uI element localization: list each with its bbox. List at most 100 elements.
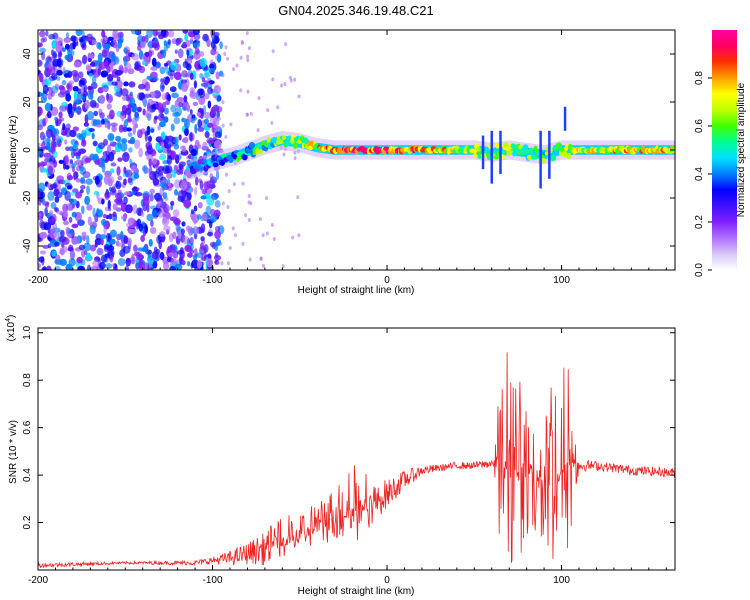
noise-blob: [42, 265, 47, 270]
noise-blob: [71, 163, 76, 169]
noise-blob: [101, 198, 105, 205]
noise-blob: [148, 263, 153, 268]
noise-blob: [189, 109, 193, 115]
noise-blob: [189, 131, 193, 142]
ridge-blob: [212, 162, 219, 168]
noise-blob: [109, 255, 114, 263]
noise-blob: [107, 133, 115, 141]
spectrogram-y-ticks: -40 -20 0 20 40: [22, 48, 675, 253]
noise-blob: [51, 250, 57, 257]
noise-blob: [177, 48, 184, 59]
snr-x-label: Height of straight line (km): [298, 586, 415, 597]
noise-blob: [216, 125, 220, 130]
noise-blob: [43, 152, 52, 158]
noise-blob: [201, 76, 206, 83]
noise-blob: [47, 147, 52, 152]
snr-background: [38, 328, 675, 570]
noise-blob: [123, 191, 131, 196]
noise-blob: [186, 191, 192, 202]
noise-blob: [45, 30, 49, 37]
colorbar-tick-label: 0.2: [694, 215, 705, 229]
noise-blob: [157, 124, 161, 131]
noise-blob: [221, 201, 225, 206]
noise-blob: [109, 229, 117, 238]
noise-blob: [94, 175, 100, 185]
noise-blob: [107, 199, 111, 209]
noise-blob: [208, 63, 215, 70]
noise-blob: [221, 100, 225, 105]
noise-blob: [172, 111, 180, 118]
noise-blob: [140, 128, 146, 135]
noise-blob: [163, 204, 170, 214]
noise-blob: [72, 40, 76, 50]
figure-title: GN04.2025.346.19.48.C21: [278, 3, 433, 18]
noise-blob: [98, 94, 106, 104]
ridge-blob: [190, 168, 197, 175]
noise-blob: [146, 145, 153, 155]
noise-blob: [49, 183, 58, 189]
noise-blob: [201, 252, 208, 261]
noise-blob: [102, 151, 107, 160]
noise-blob: [224, 134, 228, 139]
noise-blob: [214, 225, 221, 232]
y-tick-label: 1.0: [22, 325, 33, 339]
noise-blob: [47, 165, 53, 176]
noise-blob: [88, 72, 94, 78]
noise-blob: [120, 110, 126, 116]
noise-blob: [122, 126, 128, 133]
noise-blob: [207, 100, 212, 109]
noise-blob: [151, 251, 159, 260]
noise-blob: [180, 228, 185, 235]
noise-blob: [52, 58, 60, 67]
noise-blob: [38, 42, 43, 48]
noise-blob: [114, 79, 123, 89]
noise-blob: [146, 125, 151, 136]
noise-blob: [61, 79, 67, 86]
noise-blob: [54, 241, 60, 247]
noise-blob: [48, 33, 56, 40]
noise-blob: [220, 261, 224, 266]
noise-blob: [199, 57, 208, 68]
noise-blob: [50, 202, 57, 210]
noise-blob: [110, 53, 116, 62]
noise-blob: [94, 119, 101, 126]
noise-blob: [129, 97, 136, 107]
noise-blob: [182, 235, 190, 245]
noise-blob: [226, 261, 230, 266]
noise-blob: [127, 132, 133, 138]
noise-blob: [186, 261, 191, 267]
noise-blob: [138, 262, 146, 270]
noise-blob: [81, 205, 85, 215]
noise-blob: [73, 90, 78, 101]
noise-blob: [63, 73, 70, 78]
noise-blob: [131, 253, 135, 262]
noise-blob: [192, 41, 201, 49]
spectrogram-ridge: [183, 106, 675, 189]
noise-blob: [215, 170, 220, 181]
noise-blob: [120, 230, 124, 240]
noise-blob: [52, 52, 58, 59]
noise-blob: [123, 81, 129, 87]
noise-blob: [94, 213, 99, 223]
noise-blob: [199, 73, 204, 79]
noise-blob: [40, 191, 46, 199]
noise-blob: [185, 39, 191, 47]
noise-blob: [170, 205, 174, 210]
noise-blob: [259, 256, 263, 261]
noise-blob: [106, 93, 113, 104]
ridge-blob: [261, 140, 265, 147]
noise-blob: [271, 49, 275, 54]
noise-blob: [177, 101, 184, 108]
noise-blob: [176, 96, 184, 103]
noise-blob: [101, 218, 107, 226]
noise-blob: [288, 75, 292, 80]
noise-blob: [137, 92, 144, 101]
noise-blob: [115, 180, 122, 190]
colorbar-tick-label: 0.8: [694, 71, 705, 85]
noise-blob: [138, 65, 146, 74]
noise-blob: [162, 49, 167, 59]
noise-blob: [265, 231, 269, 236]
noise-blob: [100, 70, 109, 78]
noise-blob: [174, 263, 183, 270]
noise-blob: [184, 127, 189, 137]
